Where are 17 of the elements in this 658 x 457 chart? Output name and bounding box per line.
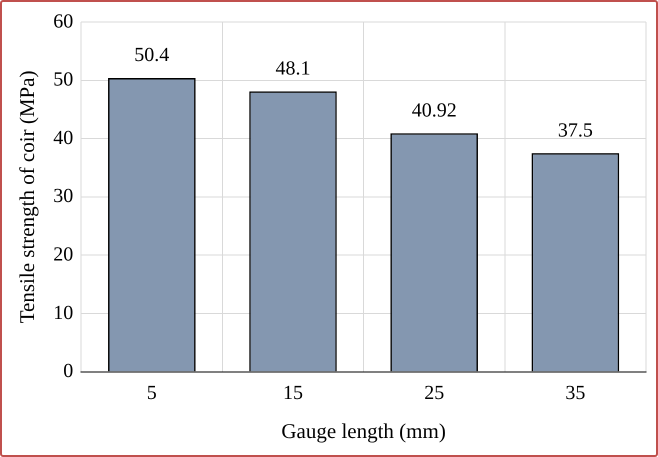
x-tick-label: 25 bbox=[424, 382, 444, 404]
y-tick-label: 20 bbox=[53, 243, 74, 266]
y-tick-label: 10 bbox=[53, 302, 74, 324]
data-label: 50.4 bbox=[134, 44, 170, 66]
y-axis-title: Tensile strength of coir (MPa) bbox=[15, 70, 40, 324]
x-axis-title: Gauge length (mm) bbox=[281, 418, 446, 443]
data-label: 48.1 bbox=[276, 58, 310, 80]
y-tick-label: 30 bbox=[53, 185, 74, 208]
y-tick-label: 60 bbox=[53, 10, 74, 32]
y-tick-label: 40 bbox=[53, 126, 74, 149]
x-tick-label: 35 bbox=[565, 382, 586, 404]
x-tick-label: 5 bbox=[146, 382, 157, 404]
y-tick-label: 50 bbox=[53, 68, 74, 91]
x-tick-label: 15 bbox=[283, 382, 303, 404]
data-label: 40.92 bbox=[412, 99, 457, 122]
y-tick-label: 0 bbox=[63, 360, 74, 382]
data-label: 37.5 bbox=[558, 119, 593, 142]
